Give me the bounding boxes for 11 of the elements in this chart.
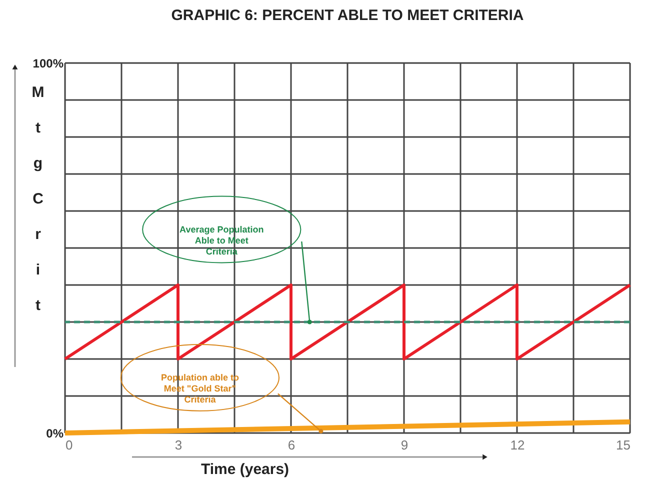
- x-tick-label: 3: [174, 438, 182, 452]
- x-tick-label: 12: [510, 438, 525, 452]
- y-tick-label: 0%: [46, 426, 64, 440]
- x-tick-label: 0: [66, 438, 73, 452]
- x-tick-label: 15: [616, 438, 630, 452]
- x-tick-label: 6: [288, 438, 296, 452]
- x-axis-title: Time (years): [200, 461, 290, 478]
- text: Mtg Crit: [32, 84, 44, 314]
- chart-title: GRAPHIC 6: PERCENT ABLE TO MEET CRITERIA: [171, 7, 524, 24]
- x-tick-label: 9: [400, 438, 408, 452]
- y-tick-label: 100%: [32, 56, 64, 70]
